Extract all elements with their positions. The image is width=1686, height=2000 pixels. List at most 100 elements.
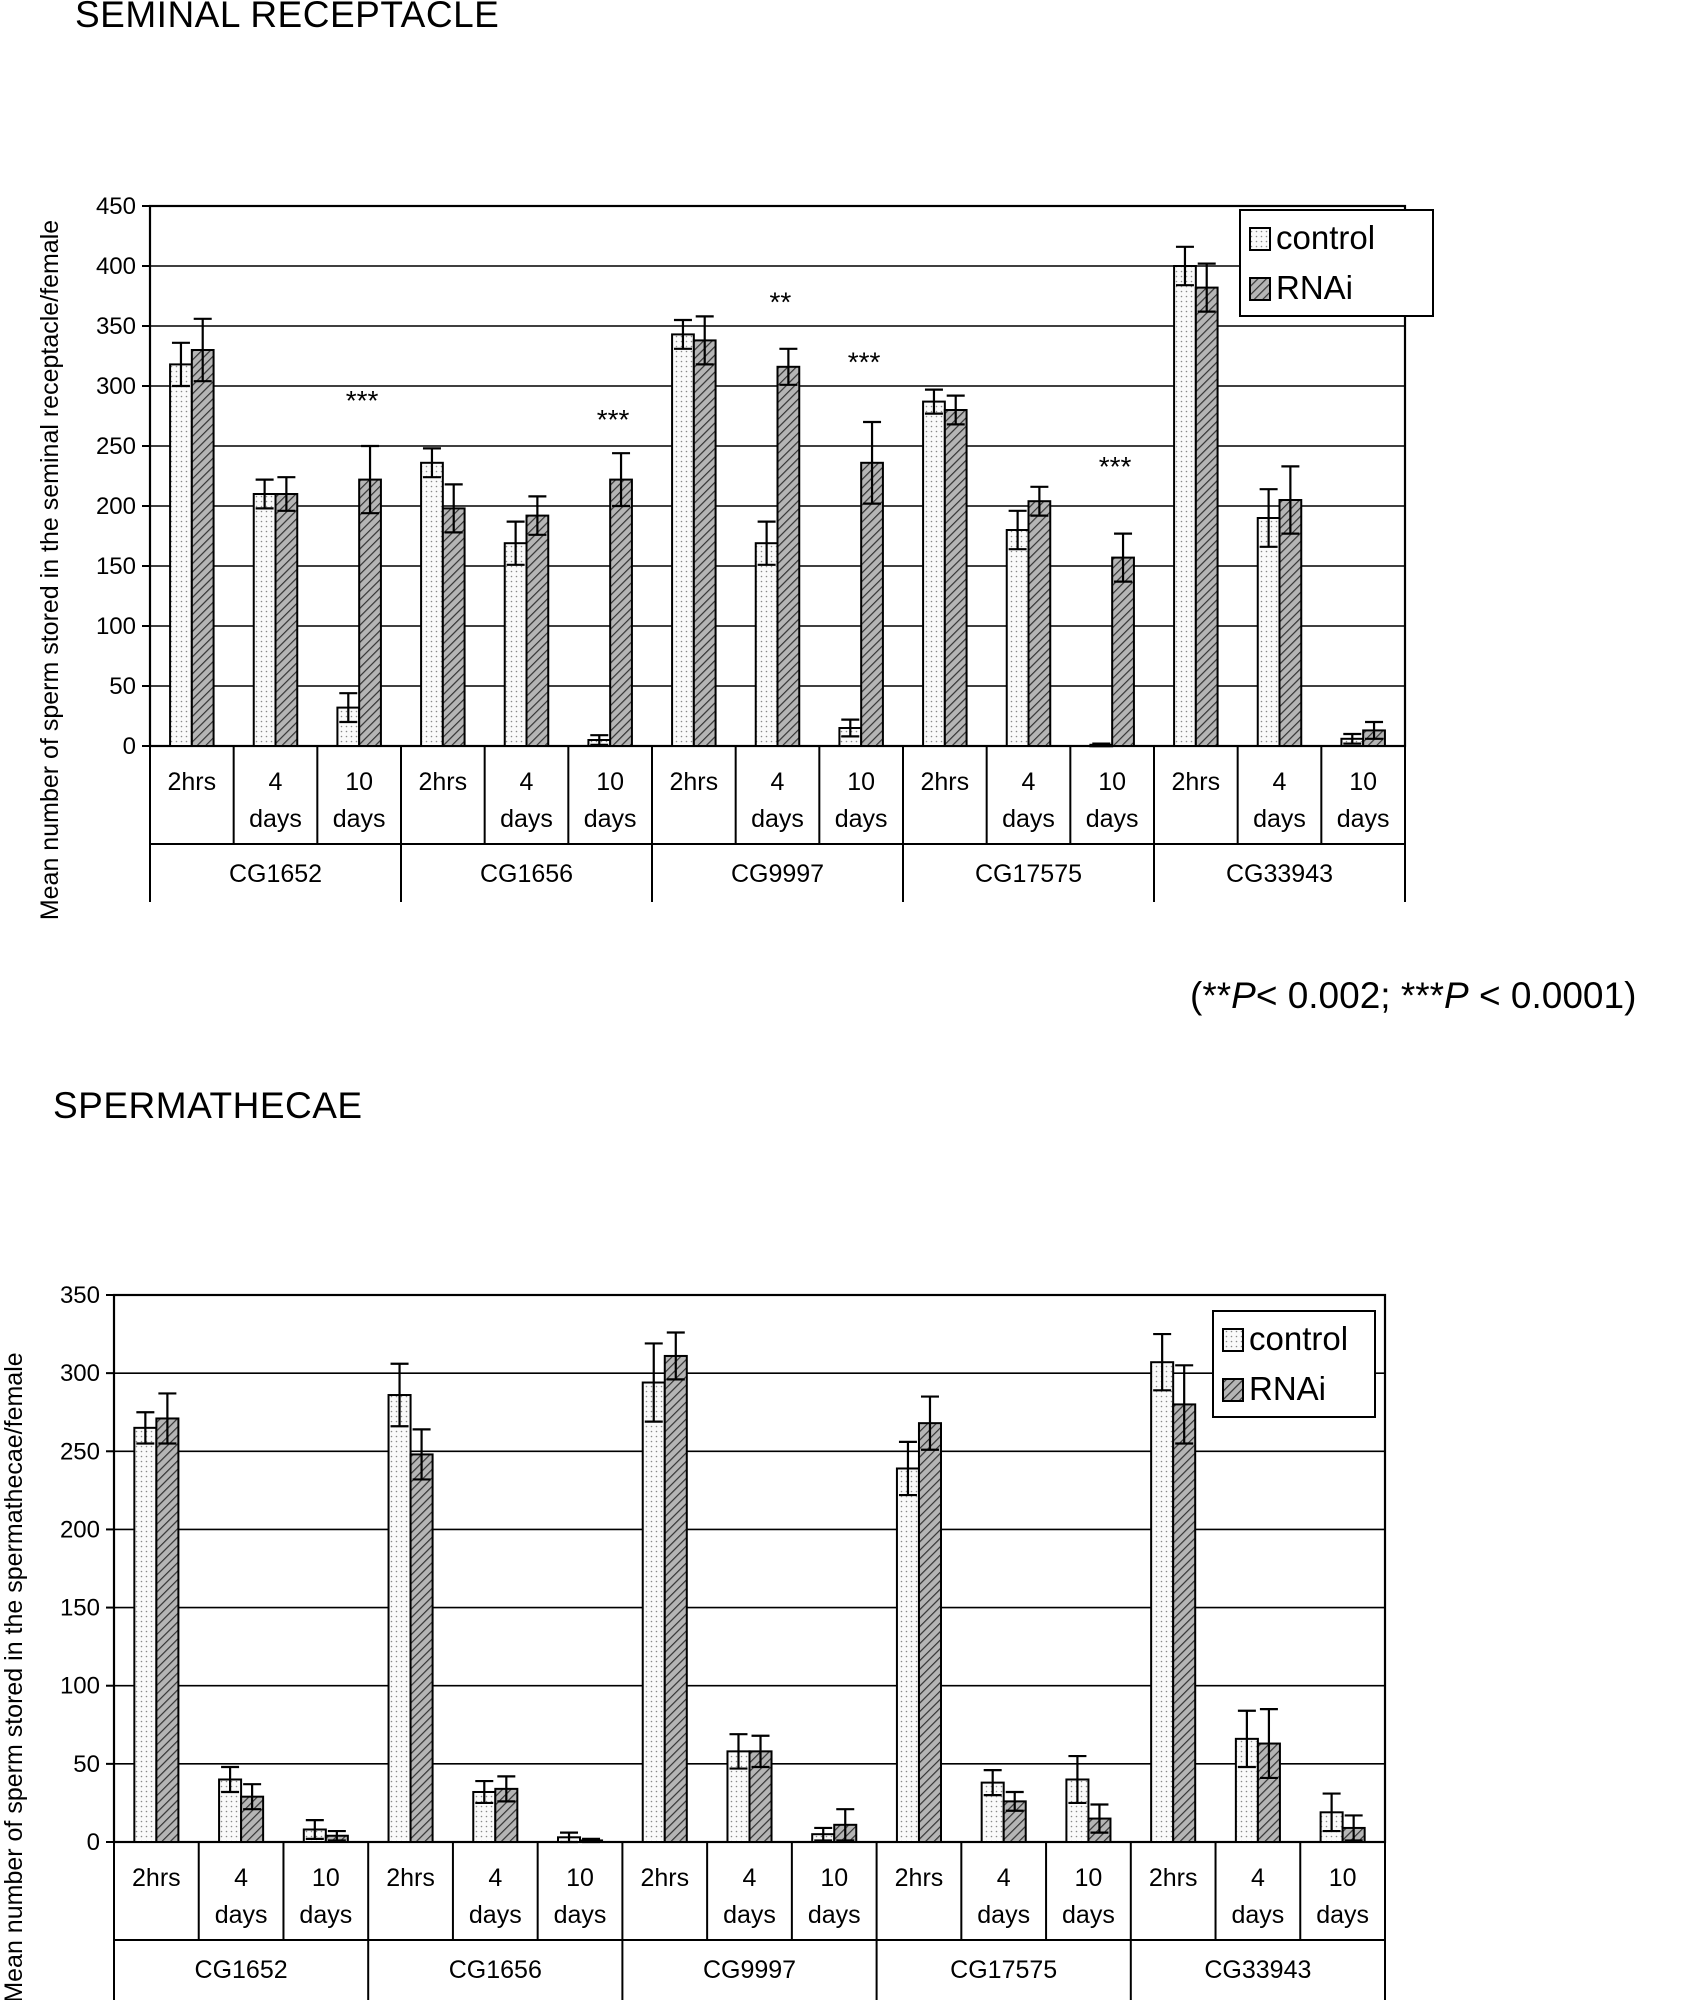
timepoint-label: 10: [847, 768, 875, 796]
timepoint-label-unit: days: [835, 805, 888, 833]
significance-marker: ***: [597, 404, 630, 435]
control-bar: [895, 1467, 920, 1844]
timepoint-label: 2hrs: [132, 1864, 181, 1892]
timepoint-label-unit: days: [1337, 805, 1390, 833]
timepoint-label: 4: [1273, 768, 1287, 796]
seminal-receptacle-chart: 0 50 100 150 200 250 300 350 400 450 Mean number o…: [36, 193, 1434, 920]
timepoint-label: 2hrs: [168, 768, 217, 796]
y-tick-label: 300: [60, 1360, 100, 1387]
control-bar: [1150, 1361, 1175, 1844]
legend-rnai-swatch: [1222, 1378, 1244, 1402]
timepoint-label: 2hrs: [1172, 768, 1221, 796]
timepoint-label: 2hrs: [640, 1864, 689, 1892]
y-tick-label: 250: [60, 1438, 100, 1465]
rnai-bar: [1172, 1403, 1197, 1844]
timepoint-label-unit: days: [1086, 805, 1139, 833]
footnote-p1: P: [1231, 975, 1256, 1016]
timepoint-label: 2hrs: [419, 768, 468, 796]
legend-rnai-swatch: [1249, 277, 1271, 301]
y-tick-label: 350: [96, 313, 136, 340]
y-tick-label: 400: [96, 253, 136, 280]
legend-rnai-label: RNAi: [1249, 1370, 1326, 1407]
y-tick-label: 100: [60, 1673, 100, 1700]
significance-marker: ***: [848, 347, 881, 378]
y-axis-label: Mean number of sperm stored in the semin…: [36, 220, 64, 920]
legend-box: [1239, 209, 1434, 317]
footnote-close: < 0.0001): [1468, 975, 1637, 1016]
timepoint-label: 2hrs: [1149, 1864, 1198, 1892]
timepoint-label-unit: days: [249, 805, 302, 833]
legend: control RNAi: [1212, 1310, 1376, 1418]
gene-label: CG33943: [1226, 860, 1333, 888]
timepoint-label-unit: days: [723, 1901, 776, 1929]
legend-rnai-label: RNAi: [1276, 269, 1353, 306]
timepoint-label: 4: [997, 1864, 1011, 1892]
rnai-bar: [917, 1422, 942, 1843]
gene-label: CG17575: [950, 1956, 1057, 1984]
gene-label: CG33943: [1204, 1956, 1311, 1984]
gene-label: CG17575: [975, 860, 1082, 888]
timepoint-label: 10: [596, 768, 624, 796]
gene-label: CG1652: [195, 1956, 288, 1984]
control-bar: [641, 1381, 666, 1844]
timepoint-label: 10: [345, 768, 373, 796]
control-bar: [133, 1426, 158, 1844]
significance-marker: **: [769, 287, 791, 318]
timepoint-label-unit: days: [1253, 805, 1306, 833]
y-tick-label: 0: [123, 733, 136, 760]
timepoint-label: 10: [1329, 1864, 1357, 1892]
timepoint-label-unit: days: [554, 1901, 607, 1929]
y-tick-label: 200: [96, 493, 136, 520]
timepoint-label-unit: days: [299, 1901, 352, 1929]
significance-marker: ***: [1099, 451, 1132, 482]
y-tick-label: 450: [96, 193, 136, 220]
timepoint-label-unit: days: [1231, 1901, 1284, 1929]
y-tick-label: 200: [60, 1516, 100, 1543]
timepoint-label: 4: [269, 768, 283, 796]
timepoint-label: 4: [488, 1864, 502, 1892]
timepoint-label: 10: [312, 1864, 340, 1892]
timepoint-label-unit: days: [1316, 1901, 1369, 1929]
legend: control RNAi: [1239, 209, 1434, 317]
legend-control-label: control: [1276, 219, 1375, 256]
y-tick-label: 100: [96, 613, 136, 640]
timepoint-label-unit: days: [333, 805, 386, 833]
gene-label: CG1656: [480, 860, 573, 888]
timepoint-label: 2hrs: [921, 768, 970, 796]
timepoint-label-unit: days: [469, 1901, 522, 1929]
timepoint-label-unit: days: [215, 1901, 268, 1929]
footnote-open: (**: [1190, 975, 1232, 1016]
timepoint-label: 2hrs: [670, 768, 719, 796]
y-tick-label: 50: [109, 673, 136, 700]
chart-title-spermathecae: SPERMATHECAE: [53, 1085, 363, 1126]
control-bar: [387, 1394, 412, 1843]
timepoint-label: 2hrs: [895, 1864, 944, 1892]
y-tick-label: 300: [96, 373, 136, 400]
timepoint-label: 4: [234, 1864, 248, 1892]
rnai-bar: [663, 1354, 688, 1843]
timepoint-label: 10: [566, 1864, 594, 1892]
chart-title-seminal-receptacle: SEMINAL RECEPTACLE: [75, 0, 500, 35]
y-tick-label: 150: [60, 1595, 100, 1622]
rnai-bar: [409, 1453, 434, 1843]
timepoint-label: 4: [1251, 1864, 1265, 1892]
timepoint-label-unit: days: [751, 805, 804, 833]
timepoint-label: 10: [1349, 768, 1377, 796]
timepoint-label-unit: days: [1062, 1901, 1115, 1929]
gene-label: CG1652: [229, 860, 322, 888]
legend-control-swatch: [1249, 227, 1271, 251]
y-tick-label: 250: [96, 433, 136, 460]
timepoint-label: 4: [1022, 768, 1036, 796]
y-tick-label: 50: [73, 1751, 100, 1778]
timepoint-label: 2hrs: [386, 1864, 435, 1892]
timepoint-label: 4: [743, 1864, 757, 1892]
legend-control-label: control: [1249, 1320, 1348, 1357]
timepoint-label-unit: days: [977, 1901, 1030, 1929]
gene-label: CG1656: [449, 1956, 542, 1984]
gene-label: CG9997: [703, 1956, 796, 1984]
footnote-mid: < 0.002; ***: [1255, 975, 1445, 1016]
timepoint-label: 4: [520, 768, 534, 796]
gene-label: CG9997: [731, 860, 824, 888]
footnote-p2: P: [1444, 975, 1469, 1016]
